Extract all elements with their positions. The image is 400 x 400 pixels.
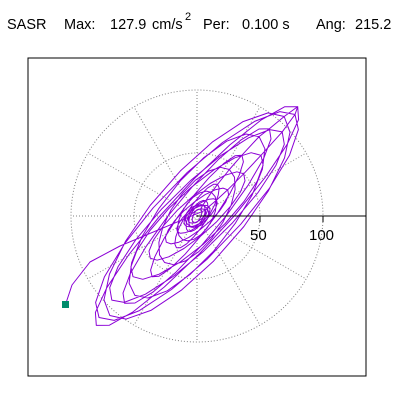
ang-label: Ang: [316,17,346,33]
max-unit: cm/s [152,17,183,33]
grid-spoke [133,106,198,217]
max-unit-exponent: 2 [185,11,192,23]
per-label: Per: [203,17,230,33]
motion-trace [65,106,300,326]
max-label: Max: [64,17,96,33]
max-value: 127.9 [110,17,147,33]
grid-spoke [196,152,307,217]
station-code: SASR [7,17,47,33]
grid-spoke [87,152,198,217]
grid-spoke [196,215,307,280]
ang-value: 215.2 [355,17,392,33]
trace-start-marker [62,301,69,308]
tick-label-100: 100 [309,227,334,244]
grid-spoke [87,215,198,280]
per-value: 0.100 s [242,17,290,33]
grid-spoke [196,215,261,326]
tick-label-50: 50 [250,227,267,244]
plot-frame [27,57,367,377]
